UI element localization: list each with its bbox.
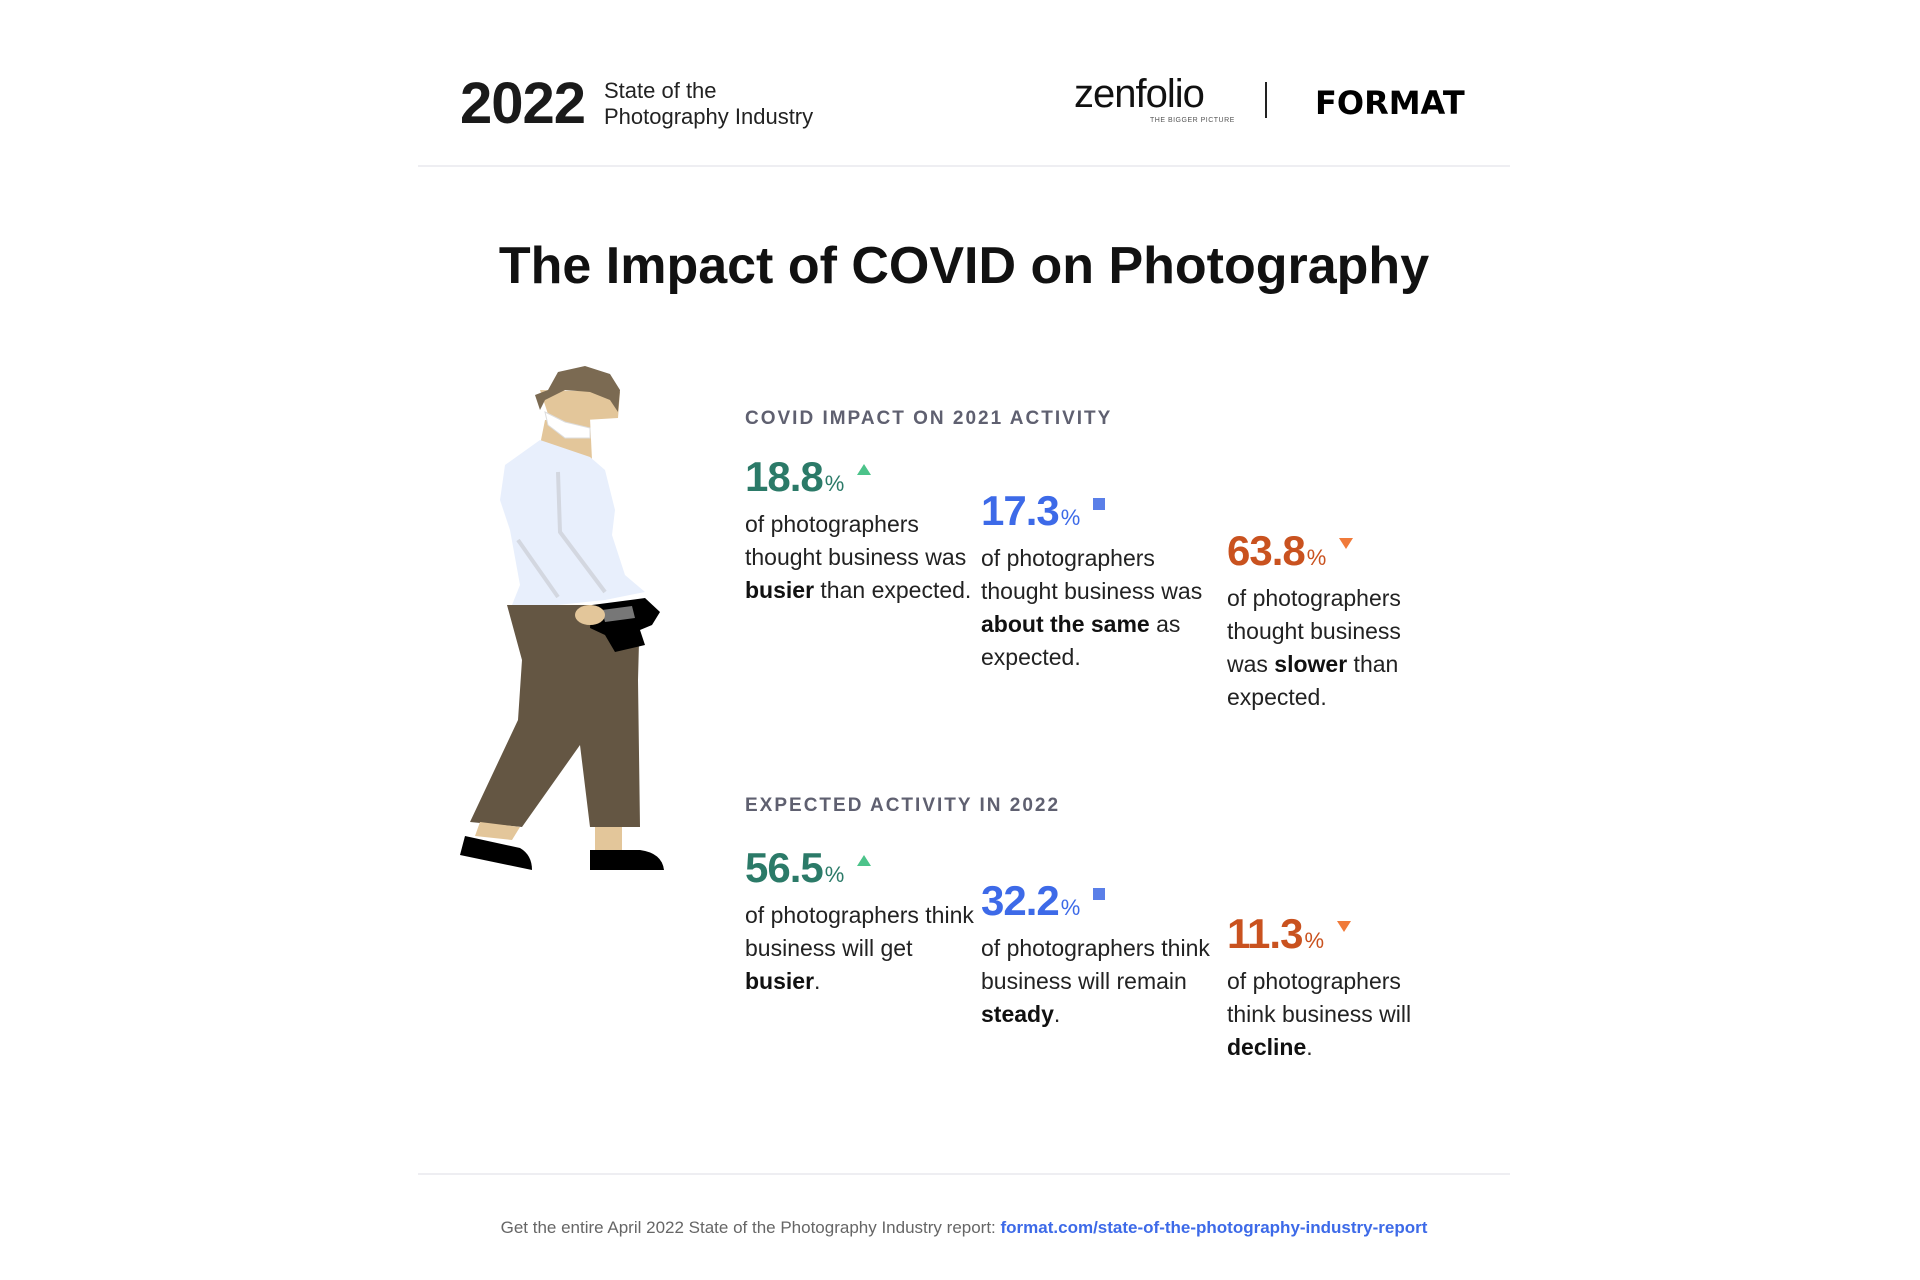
stat-description: of photographers think business will rem… bbox=[981, 935, 1210, 1027]
down-triangle-icon bbox=[1339, 538, 1354, 550]
footer-divider bbox=[418, 1173, 1510, 1175]
up-triangle-icon bbox=[857, 855, 872, 867]
right-ankle bbox=[595, 827, 622, 852]
square-icon bbox=[1093, 497, 1106, 510]
percent-sign: % bbox=[1304, 928, 1324, 953]
zenfolio-tagline: THE BIGGER PICTURE bbox=[1150, 117, 1235, 124]
footer: Get the entire April 2022 State of the P… bbox=[0, 1218, 1920, 1238]
stat-description: of photographers thought business was bu… bbox=[745, 511, 972, 603]
shirt bbox=[500, 440, 645, 610]
zenfolio-logo: zenfolio bbox=[1074, 72, 1205, 116]
percent-sign: % bbox=[1060, 895, 1081, 920]
right-shoe bbox=[590, 850, 664, 870]
hand bbox=[575, 605, 605, 625]
page-title: The Impact of COVID on Photography bbox=[498, 237, 1430, 295]
stat-decline-2022: 11.3% of photographers think business wi… bbox=[1227, 912, 1447, 1064]
report-year: 2022 bbox=[460, 71, 586, 136]
logo-divider bbox=[1265, 82, 1267, 118]
down-triangle-icon bbox=[1337, 921, 1351, 933]
face bbox=[540, 390, 620, 420]
stat-slower-2021: 63.8% of photographers thought business … bbox=[1227, 529, 1447, 714]
report-link[interactable]: format.com/state-of-the-photography-indu… bbox=[1000, 1218, 1428, 1237]
stat-value: 18.8 bbox=[745, 453, 824, 500]
stat-value: 32.2 bbox=[981, 877, 1060, 924]
stat-busier-2022: 56.5% of photographers think business wi… bbox=[745, 846, 985, 998]
square-icon bbox=[1093, 887, 1106, 900]
stat-steady-2022: 32.2% of photographers think business wi… bbox=[981, 879, 1221, 1031]
stat-description: of photographers think business will dec… bbox=[1227, 968, 1412, 1060]
percent-sign: % bbox=[1060, 505, 1081, 530]
section-heading-2022: EXPECTED ACTIVITY IN 2022 bbox=[745, 795, 1061, 816]
left-shoe bbox=[460, 836, 532, 870]
stat-description: of photographers thought business was ab… bbox=[981, 545, 1203, 670]
stat-description: of photographers think business will get… bbox=[745, 902, 974, 994]
stat-same-2021: 17.3% of photographers thought business … bbox=[981, 489, 1221, 674]
subtitle-line-1: State of the bbox=[604, 78, 717, 103]
section-heading-2021: COVID IMPACT ON 2021 ACTIVITY bbox=[745, 408, 1113, 429]
stat-value: 11.3 bbox=[1227, 910, 1303, 957]
percent-sign: % bbox=[1306, 545, 1327, 570]
photographer-illustration bbox=[460, 366, 664, 870]
subtitle-line-2: Photography Industry bbox=[604, 104, 814, 129]
footer-text: Get the entire April 2022 State of the P… bbox=[500, 1218, 1001, 1237]
stat-value: 56.5 bbox=[745, 844, 824, 891]
header-divider bbox=[418, 165, 1510, 167]
format-logo: FORMAT bbox=[1315, 84, 1465, 122]
pants bbox=[470, 605, 640, 827]
up-triangle-icon bbox=[857, 464, 872, 476]
stat-value: 17.3 bbox=[981, 487, 1060, 534]
stat-busier-2021: 18.8% of photographers thought business … bbox=[745, 455, 985, 607]
left-ankle bbox=[475, 822, 520, 840]
stat-value: 63.8 bbox=[1227, 527, 1306, 574]
percent-sign: % bbox=[824, 471, 845, 496]
percent-sign: % bbox=[824, 862, 845, 887]
hair bbox=[535, 366, 620, 412]
stat-description: of photographers thought business was sl… bbox=[1227, 585, 1401, 710]
report-subtitle: State of the Photography Industry bbox=[604, 78, 813, 130]
face-mask bbox=[544, 411, 591, 439]
